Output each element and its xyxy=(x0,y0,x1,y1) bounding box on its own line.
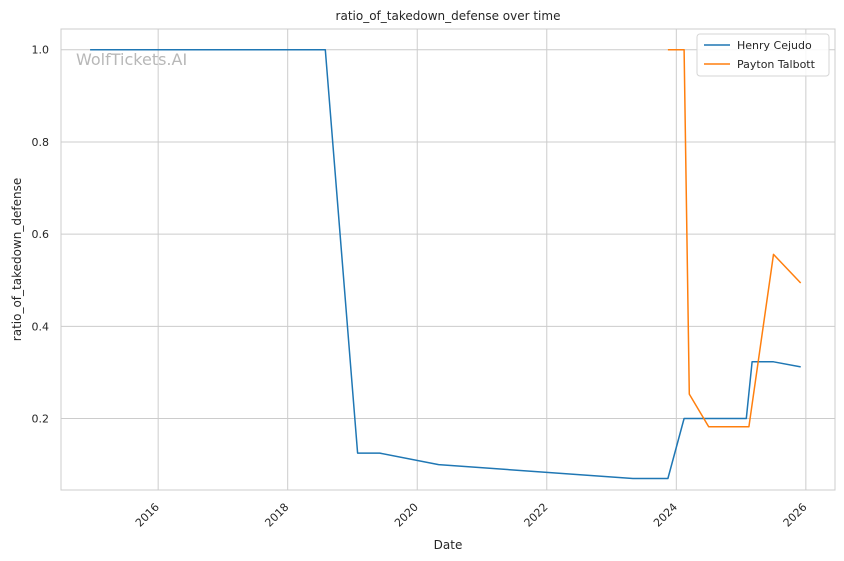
grid xyxy=(61,29,835,490)
legend-label: Henry Cejudo xyxy=(737,39,812,52)
x-axis-label: Date xyxy=(434,538,463,552)
y-axis-ticks: 0.2 0.4 0.6 0.8 1.0 xyxy=(32,44,50,426)
chart-title: ratio_of_takedown_defense over time xyxy=(336,9,561,23)
watermark: WolfTickets.AI xyxy=(76,50,187,69)
x-tick-label: 2026 xyxy=(781,501,810,530)
x-tick-label: 2024 xyxy=(651,501,680,530)
series-line-0 xyxy=(90,48,801,480)
y-tick-label: 0.4 xyxy=(32,320,50,333)
legend-label: Payton Talbott xyxy=(737,58,816,71)
x-axis-ticks: 2016 2018 2020 2022 2024 2026 xyxy=(133,501,810,530)
series-line-1 xyxy=(667,48,802,428)
x-tick-label: 2016 xyxy=(133,501,162,530)
legend: Henry Cejudo Payton Talbott xyxy=(696,33,830,77)
y-tick-label: 0.6 xyxy=(32,228,50,241)
x-tick-label: 2022 xyxy=(522,501,551,530)
y-axis-label: ratio_of_takedown_defense xyxy=(10,178,24,341)
y-tick-label: 1.0 xyxy=(32,44,50,57)
y-tick-label: 0.8 xyxy=(32,136,50,149)
x-tick-label: 2020 xyxy=(392,501,421,530)
y-tick-label: 0.2 xyxy=(32,413,50,426)
series-lines xyxy=(90,48,802,480)
x-tick-label: 2018 xyxy=(262,501,291,530)
plot-area xyxy=(60,28,836,491)
